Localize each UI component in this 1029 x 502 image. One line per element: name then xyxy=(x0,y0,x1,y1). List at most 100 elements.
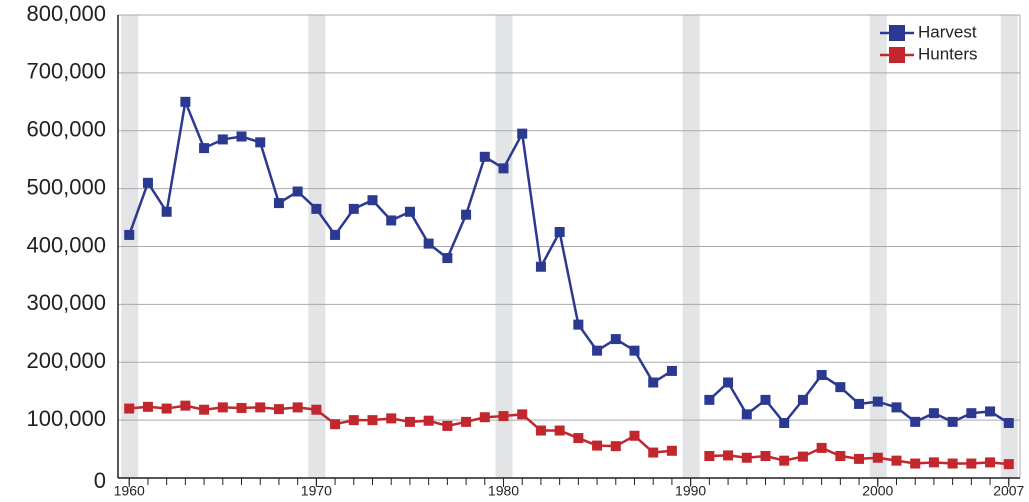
point xyxy=(461,209,472,220)
point xyxy=(629,345,640,356)
point xyxy=(947,416,958,427)
point xyxy=(666,365,677,376)
point xyxy=(217,402,228,413)
point xyxy=(629,430,640,441)
point xyxy=(573,433,584,444)
y-tick-label: 700,000 xyxy=(26,59,106,84)
point xyxy=(255,402,266,413)
point xyxy=(142,177,153,188)
point xyxy=(273,198,284,209)
y-tick-label: 500,000 xyxy=(26,174,106,199)
y-tick-label: 400,000 xyxy=(26,232,106,257)
point xyxy=(779,455,790,466)
point xyxy=(797,451,808,462)
point xyxy=(367,415,378,426)
point xyxy=(760,451,771,462)
point xyxy=(947,458,958,469)
point xyxy=(910,458,921,469)
point xyxy=(816,442,827,453)
point xyxy=(816,369,827,380)
point xyxy=(573,319,584,330)
point xyxy=(891,455,902,466)
legend-label: Harvest xyxy=(918,22,977,41)
y-tick-label: 800,000 xyxy=(26,1,106,26)
point xyxy=(704,451,715,462)
point xyxy=(498,163,509,174)
point xyxy=(835,451,846,462)
point xyxy=(330,419,341,430)
point xyxy=(423,415,434,426)
point xyxy=(199,404,210,415)
point xyxy=(1003,459,1014,470)
x-tick-label: 2000 xyxy=(862,483,893,499)
point xyxy=(423,238,434,249)
point xyxy=(348,203,359,214)
point xyxy=(704,394,715,405)
point xyxy=(236,131,247,142)
x-tick-label: 1960 xyxy=(114,483,145,499)
point xyxy=(217,134,228,145)
y-tick-label: 200,000 xyxy=(26,348,106,373)
point xyxy=(872,396,883,407)
point xyxy=(592,440,603,451)
point xyxy=(610,334,621,345)
point xyxy=(367,195,378,206)
point xyxy=(741,452,752,463)
point xyxy=(461,416,472,427)
point xyxy=(554,227,565,238)
point xyxy=(517,128,528,139)
point xyxy=(161,206,172,217)
point xyxy=(386,215,397,226)
point xyxy=(1003,418,1014,429)
point xyxy=(723,450,734,461)
point xyxy=(442,420,453,431)
point xyxy=(966,408,977,419)
point xyxy=(648,377,659,388)
point xyxy=(330,229,341,240)
point xyxy=(517,409,528,420)
series xyxy=(124,96,1014,429)
point xyxy=(311,404,322,415)
y-tick-label: 100,000 xyxy=(26,406,106,431)
point xyxy=(592,345,603,356)
point xyxy=(199,143,210,154)
point xyxy=(797,394,808,405)
y-tick-label: 300,000 xyxy=(26,290,106,315)
point xyxy=(985,406,996,417)
series xyxy=(124,400,1014,470)
point xyxy=(124,403,135,414)
x-tick-label: 1970 xyxy=(301,483,332,499)
point xyxy=(666,445,677,456)
point xyxy=(854,453,865,464)
legend-marker xyxy=(889,47,905,63)
point xyxy=(292,402,303,413)
point xyxy=(442,253,453,264)
point xyxy=(854,398,865,409)
y-tick-label: 0 xyxy=(94,468,106,493)
y-tick-label: 600,000 xyxy=(26,117,106,142)
point xyxy=(479,151,490,162)
x-tick-label: 2007 xyxy=(993,483,1024,499)
x-tick-label: 1980 xyxy=(488,483,519,499)
point xyxy=(404,416,415,427)
point xyxy=(928,408,939,419)
point xyxy=(479,412,490,423)
point xyxy=(835,382,846,393)
x-tick-label: 1990 xyxy=(675,483,706,499)
point xyxy=(292,186,303,197)
point xyxy=(180,96,191,107)
point xyxy=(554,425,565,436)
point xyxy=(311,203,322,214)
point xyxy=(498,411,509,422)
point xyxy=(891,402,902,413)
point xyxy=(142,401,153,412)
point xyxy=(985,457,996,468)
point xyxy=(180,400,191,411)
point xyxy=(648,447,659,458)
point xyxy=(236,402,247,413)
point xyxy=(741,409,752,420)
point xyxy=(760,394,771,405)
point xyxy=(928,457,939,468)
point xyxy=(535,261,546,272)
